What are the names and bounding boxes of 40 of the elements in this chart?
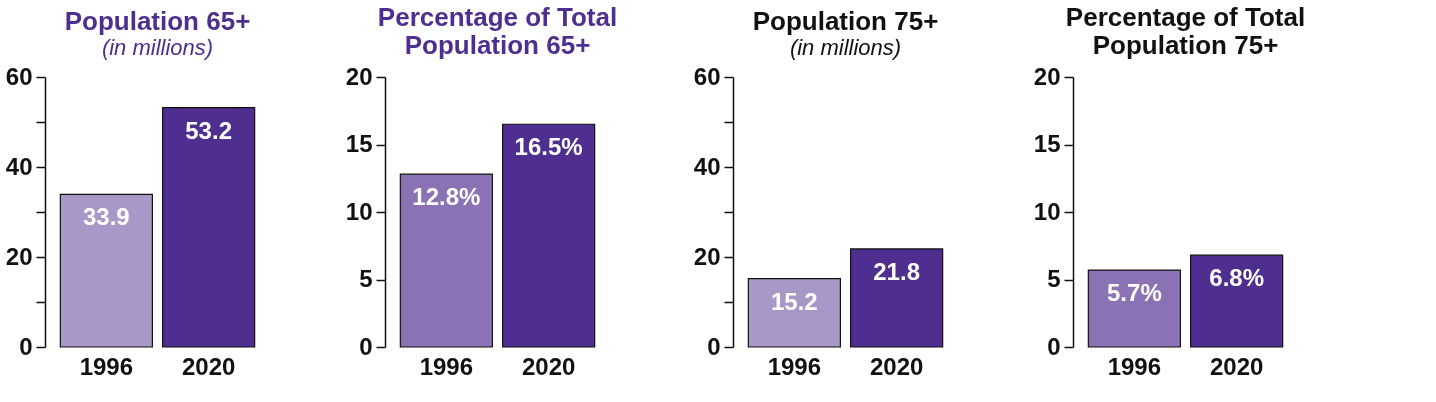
chart-subtitle: (in millions)	[789, 35, 902, 60]
data-label: 33.9	[83, 203, 130, 231]
x-tick-label: 2020	[1209, 352, 1264, 380]
chart-title: Percentage of Total Population 75+	[1065, 2, 1306, 60]
data-label: 5.7%	[1107, 279, 1162, 307]
chart-title: Population 65+	[64, 6, 251, 36]
y-tick-label: 20	[1033, 62, 1061, 90]
y-tick-label: 60	[693, 62, 721, 90]
y-tick-label: 15	[345, 130, 373, 157]
y-tick-label: 40	[5, 152, 33, 180]
data-label: 6.8%	[1209, 264, 1264, 292]
y-tick-label: 15	[1033, 130, 1061, 157]
x-tick-label: 1996	[1107, 352, 1162, 380]
y-tick-label: 0	[19, 332, 33, 360]
x-tick-label: 1996	[419, 352, 474, 380]
y-tick-label: 10	[1033, 197, 1061, 225]
y-tick-label: 10	[345, 197, 373, 225]
data-label: 21.8	[873, 257, 920, 285]
x-tick-label: 2020	[181, 352, 236, 380]
data-label: 15.2	[771, 287, 818, 315]
data-label: 53.2	[185, 116, 232, 144]
y-tick-label: 0	[1047, 332, 1061, 360]
x-tick-label: 1996	[79, 352, 134, 380]
y-tick-label: 40	[693, 152, 721, 180]
data-label: 12.8%	[412, 183, 481, 211]
chart-title: Population 75+	[752, 6, 939, 36]
y-tick-label: 5	[1047, 265, 1061, 292]
chart-title: Percentage of Total Population 65+	[377, 2, 618, 60]
y-tick-label: 20	[693, 242, 721, 270]
y-tick-label: 0	[707, 332, 721, 360]
data-label: 16.5%	[514, 133, 583, 161]
y-tick-label: 0	[359, 332, 373, 360]
x-tick-label: 2020	[521, 352, 576, 380]
x-tick-label: 1996	[767, 352, 822, 380]
y-tick-label: 20	[345, 62, 373, 90]
y-tick-label: 5	[359, 265, 373, 292]
chart-subtitle: (in millions)	[101, 35, 214, 60]
x-tick-label: 2020	[869, 352, 924, 380]
y-tick-label: 60	[5, 62, 33, 90]
y-tick-label: 20	[5, 242, 33, 270]
